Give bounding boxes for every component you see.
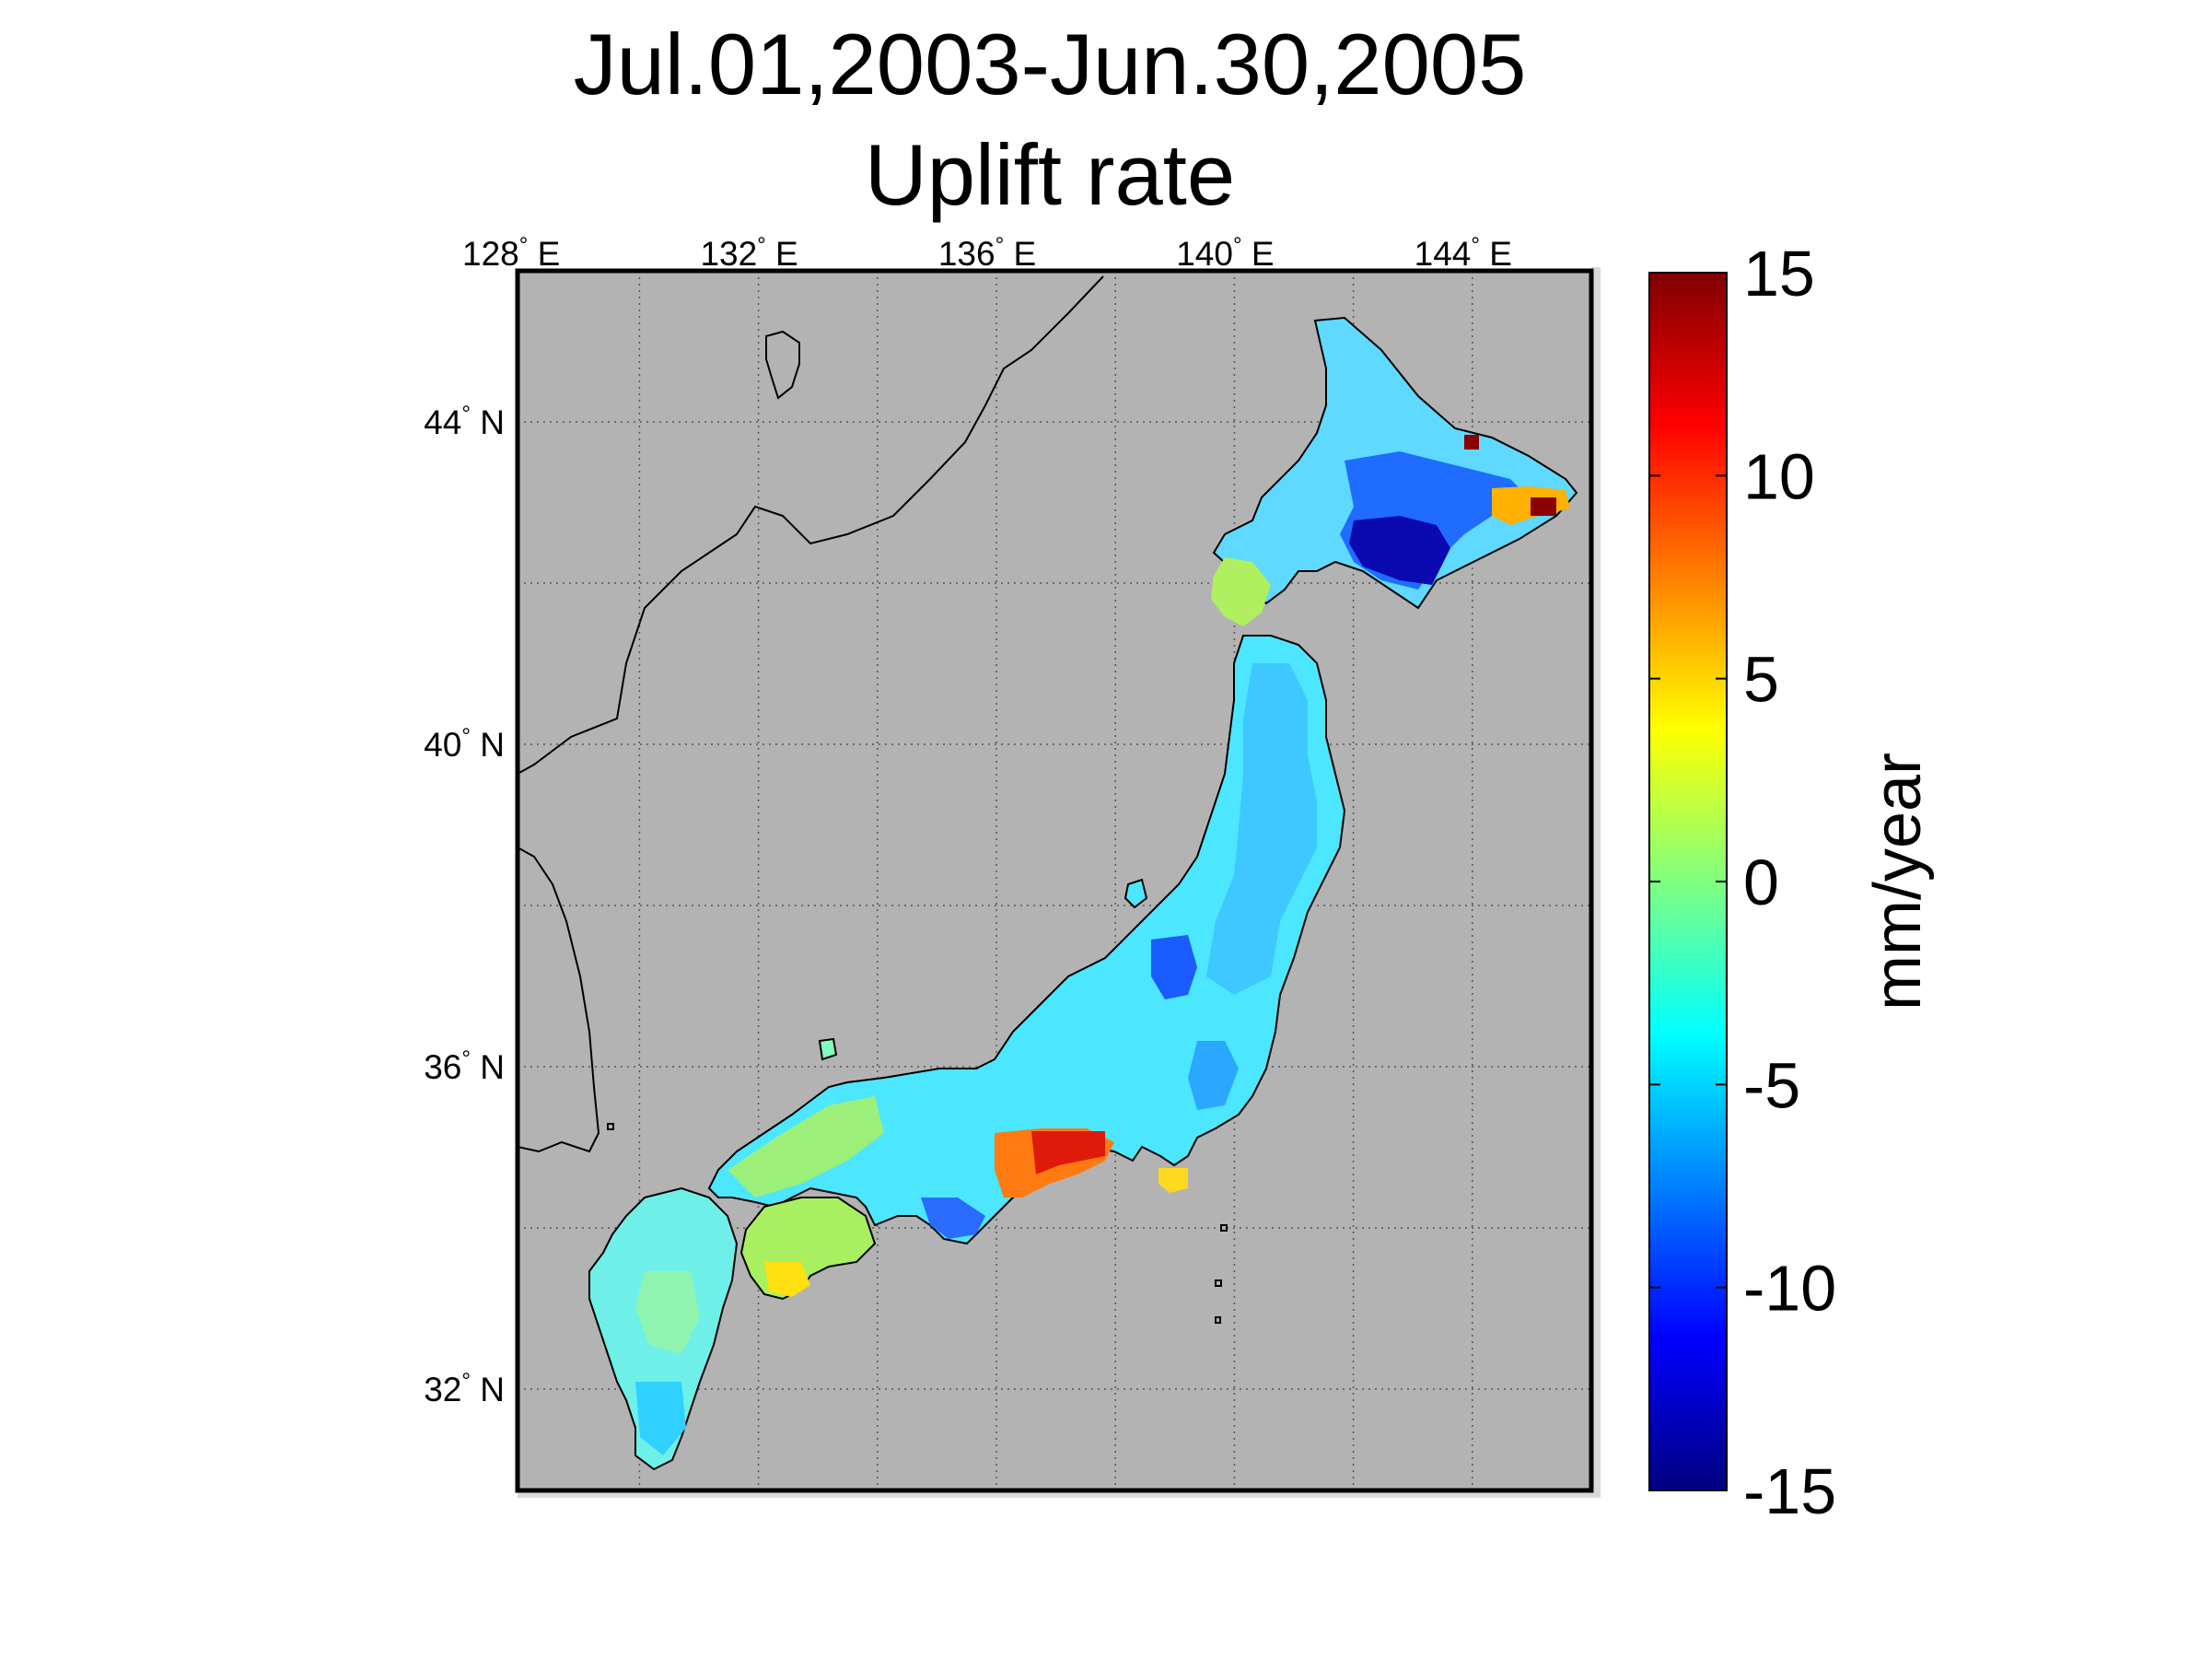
colorbar-tick-label: 5 xyxy=(1743,644,1779,716)
uplift-field xyxy=(588,316,1578,1471)
kyushu-center-zone xyxy=(635,1271,700,1354)
niigata-low-zone xyxy=(1151,935,1197,999)
nemuro-highest-zone xyxy=(1464,435,1556,516)
korea-coastline xyxy=(518,847,600,1153)
longitude-label-128: 128° E xyxy=(462,233,560,273)
map-frame-shadow-right xyxy=(1591,267,1601,1498)
latitude-labels: 44° N 40° N 36° N 32° N xyxy=(424,402,505,1408)
colorbar-tick-label: 15 xyxy=(1743,238,1815,310)
coastlines xyxy=(518,275,1578,1471)
map-frame-shadow-bottom xyxy=(518,1490,1601,1498)
title-line-2: Uplift rate xyxy=(865,126,1235,223)
map-panel: 128° E 132° E 136° E 140° E 144° E 44° N 40° … xyxy=(424,233,1601,1498)
title-line-1: Jul.01,2003-Jun.30,2005 xyxy=(574,16,1527,112)
colorbar-tick-label: -5 xyxy=(1743,1049,1800,1121)
colorbar-tick-label: -10 xyxy=(1743,1253,1836,1325)
small-island xyxy=(607,1123,1228,1324)
longitude-label-132: 132° E xyxy=(700,233,797,273)
sado-island xyxy=(1123,878,1148,909)
longitude-label-136: 136° E xyxy=(938,233,1036,273)
chugoku-zone xyxy=(728,1096,884,1198)
honshu xyxy=(707,635,1346,1245)
hokkaido-lowest-zone xyxy=(1349,516,1450,585)
longitude-labels: 128° E 132° E 136° E 140° E 144° E xyxy=(462,233,1512,273)
colorbar: 15 10 5 0 -5 -10 -15 mm/year xyxy=(1648,238,1935,1527)
colorbar-tick-label: 0 xyxy=(1743,847,1779,918)
colorbar-label: mm/year xyxy=(1861,753,1935,1011)
shikoku-high-zone xyxy=(764,1262,810,1297)
oshima-peninsula xyxy=(1211,557,1271,626)
colorbar-tick-label: 10 xyxy=(1743,440,1815,512)
latitude-label-36: 36° N xyxy=(424,1046,505,1086)
colorbar-ticks: 15 10 5 0 -5 -10 -15 xyxy=(1649,238,1836,1527)
latitude-label-40: 40° N xyxy=(424,724,505,764)
longitude-label-144: 144° E xyxy=(1415,233,1512,273)
izu-high-zone xyxy=(1158,1168,1188,1193)
colorbar-gradient xyxy=(1649,273,1727,1490)
tokai-highest-zone xyxy=(1031,1131,1105,1174)
kanto-low-zone xyxy=(1188,1041,1239,1110)
latitude-label-44: 44° N xyxy=(424,402,505,441)
mainland-coastline xyxy=(518,275,1104,775)
longitude-label-140: 140° E xyxy=(1176,233,1274,273)
tohoku-band xyxy=(1206,663,1317,995)
kyushu-south-zone xyxy=(635,1382,686,1455)
island-coastline xyxy=(765,330,800,400)
colorbar-tick-label: -15 xyxy=(1743,1455,1836,1527)
oki-island xyxy=(818,1037,838,1061)
map-frame xyxy=(515,268,1594,1493)
kii-low-zone xyxy=(921,1198,985,1239)
latitude-label-32: 32° N xyxy=(424,1369,505,1408)
